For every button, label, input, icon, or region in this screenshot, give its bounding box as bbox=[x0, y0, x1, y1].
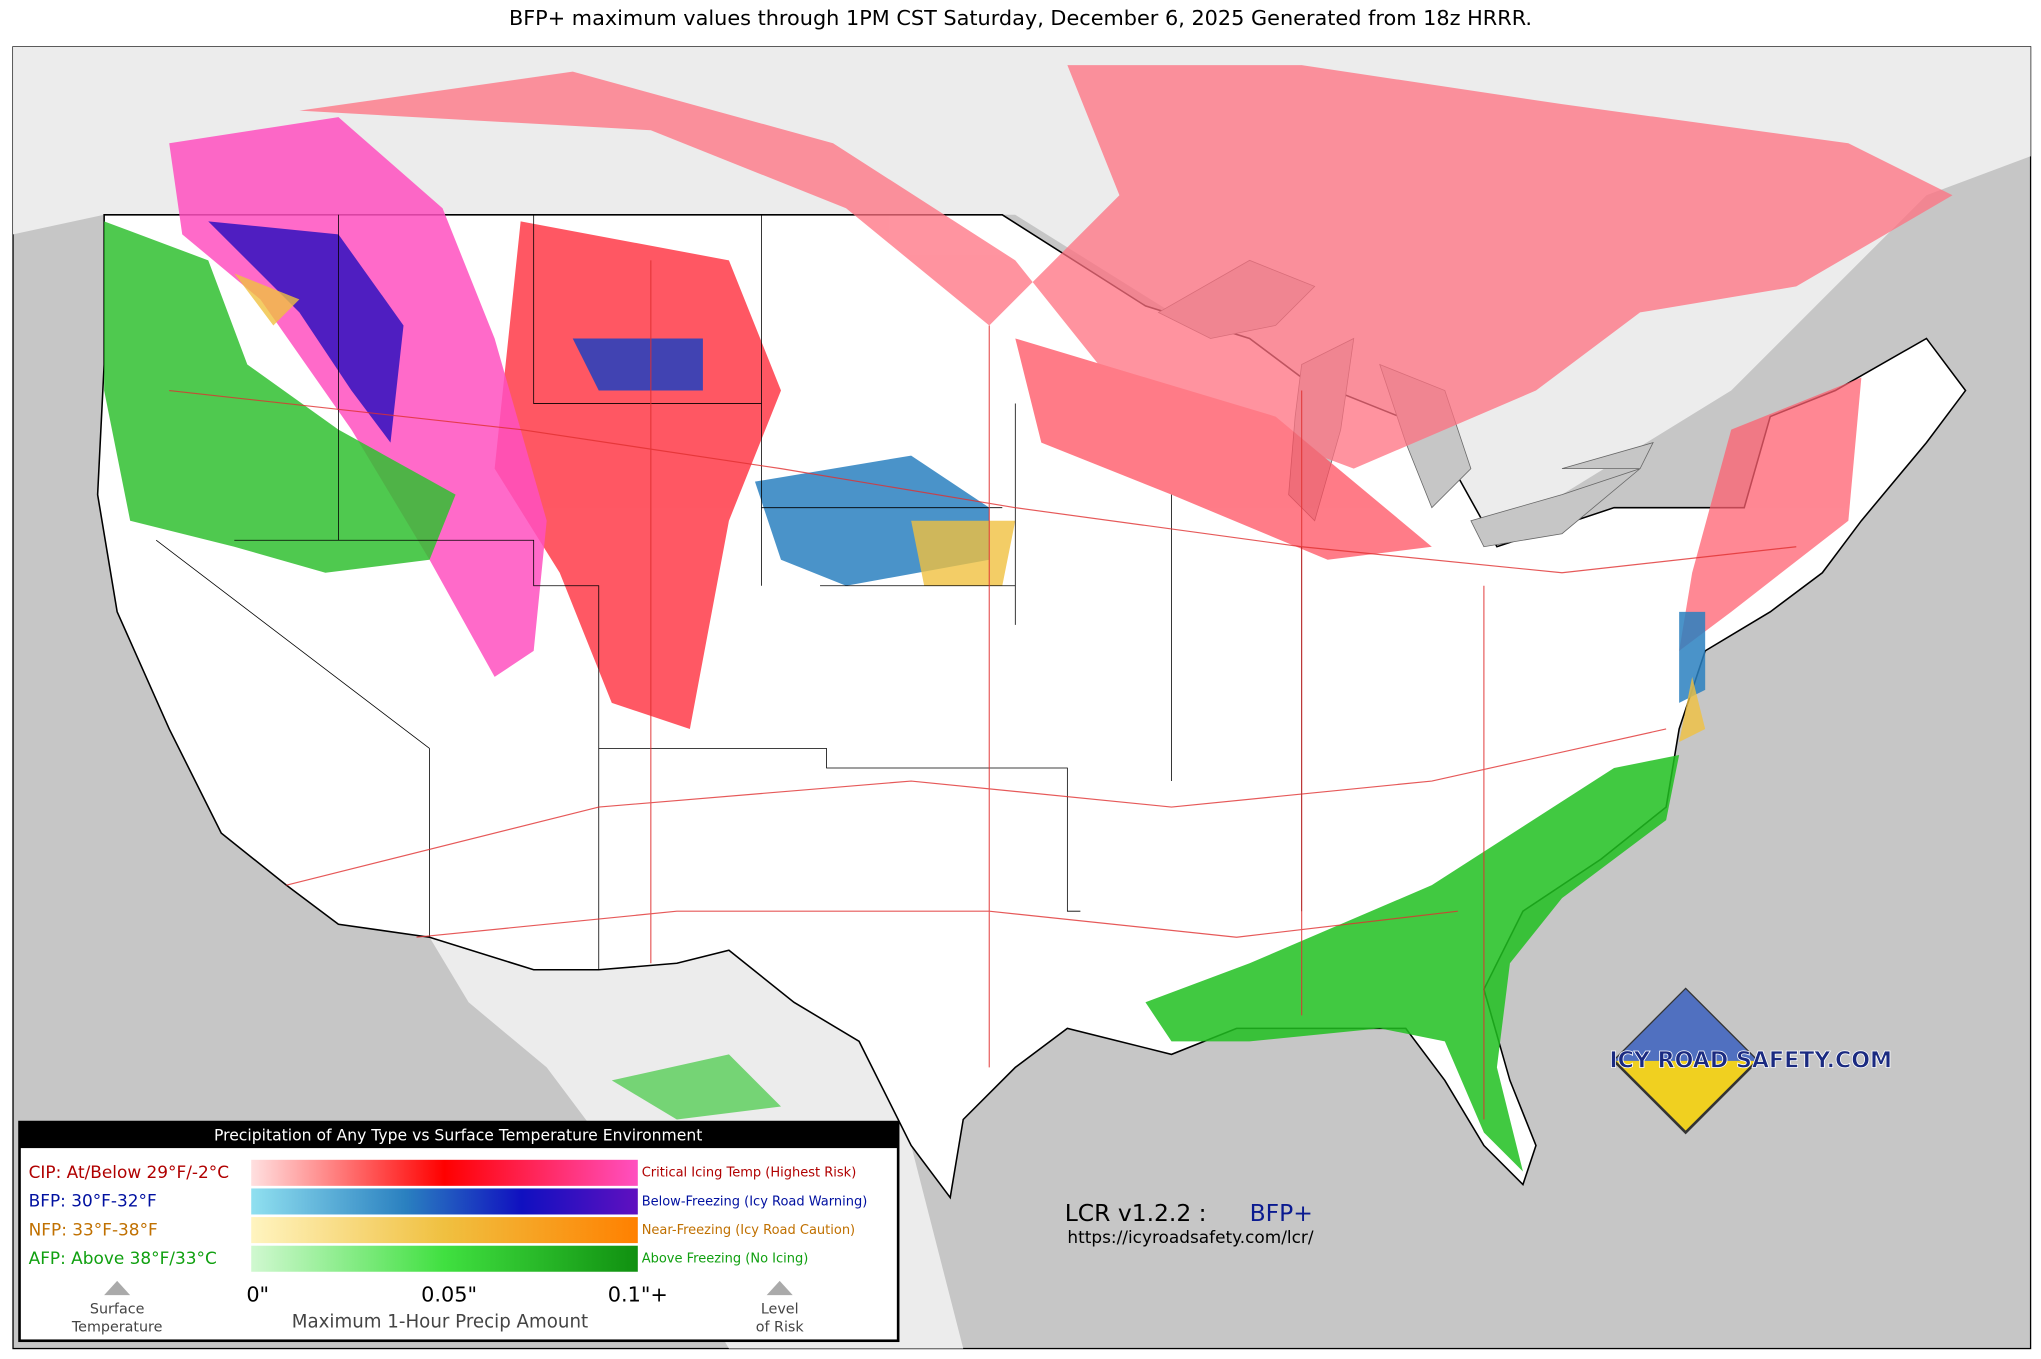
interstate bbox=[650, 260, 1485, 1120]
scale-tick: 0.1"+ bbox=[608, 1283, 668, 1307]
interstate bbox=[169, 389, 1797, 574]
legend-title: Precipitation of Any Type vs Surface Tem… bbox=[214, 1126, 702, 1144]
right-marker: of Risk bbox=[756, 1320, 805, 1336]
legend-row-label: NFP: 33°F-38°F bbox=[29, 1219, 158, 1239]
legend-row-description: Below-Freezing (Icy Road Warning) bbox=[642, 1194, 868, 1209]
legend: Precipitation of Any Type vs Surface Tem… bbox=[18, 1120, 900, 1343]
scale-tick: 0.05" bbox=[421, 1283, 477, 1307]
right-marker: Level bbox=[761, 1301, 799, 1317]
cip-northeast bbox=[1679, 377, 1862, 651]
marker-arrow bbox=[766, 1280, 793, 1296]
legend-row-description: Critical Icing Temp (Highest Risk) bbox=[642, 1166, 857, 1181]
legend-gradient bbox=[251, 1188, 638, 1215]
map-title: BFP+ maximum values through 1PM CST Satu… bbox=[509, 6, 1532, 30]
legend-row-label: BFP: 30°F-32°F bbox=[29, 1191, 157, 1211]
product-label: BFP+ bbox=[1250, 1199, 1313, 1227]
afp-northwest bbox=[104, 221, 456, 573]
interstates bbox=[169, 260, 1797, 1120]
bfp-midatlantic bbox=[1679, 611, 1706, 703]
cip-rockies bbox=[494, 221, 781, 729]
interstate bbox=[286, 728, 1667, 886]
legend-gradient bbox=[251, 1159, 638, 1186]
bfp-dakota bbox=[572, 338, 703, 391]
left-marker: Surface bbox=[90, 1301, 145, 1317]
cip-band-lakes bbox=[1015, 338, 1432, 560]
logo-text: ICY ROAD SAFETY.COM bbox=[1609, 1047, 1892, 1073]
afp-gulf bbox=[611, 1054, 781, 1120]
logo: ICY ROAD SAFETY.COM bbox=[1609, 987, 1892, 1135]
legend-row-description: Near-Freezing (Icy Road Caution) bbox=[642, 1223, 855, 1238]
legend-row-label: AFP: Above 38°F/33°C bbox=[29, 1248, 217, 1268]
scale-label: Maximum 1-Hour Precip Amount bbox=[292, 1312, 588, 1333]
version-label: LCR v1.2.2 : bbox=[1065, 1199, 1207, 1227]
scale-tick: 0" bbox=[246, 1283, 269, 1307]
logo-diamond-top bbox=[1614, 989, 1758, 1061]
map-area bbox=[12, 46, 2032, 1350]
state-border-line bbox=[338, 214, 1016, 625]
cip-band-north bbox=[299, 65, 1953, 469]
state-border-line bbox=[234, 539, 1081, 912]
branding: LCR v1.2.2 : BFP+ https://icyroadsafety.… bbox=[1065, 1199, 1314, 1247]
url-label: https://icyroadsafety.com/lcr/ bbox=[1067, 1227, 1313, 1247]
bfp-montana bbox=[208, 221, 404, 443]
legend-gradient bbox=[251, 1217, 638, 1244]
legend-row-label: CIP: At/Below 29°F/-2°C bbox=[29, 1162, 229, 1182]
marker-arrow bbox=[104, 1280, 131, 1296]
left-marker: Temperature bbox=[71, 1320, 163, 1336]
afp-southeast bbox=[1145, 754, 1680, 1172]
precip-afp bbox=[104, 221, 1680, 1172]
precip-cip bbox=[299, 65, 1953, 729]
legend-gradient bbox=[251, 1245, 638, 1272]
legend-header bbox=[19, 1122, 899, 1149]
legend-row-description: Above Freezing (No Icing) bbox=[642, 1252, 809, 1267]
